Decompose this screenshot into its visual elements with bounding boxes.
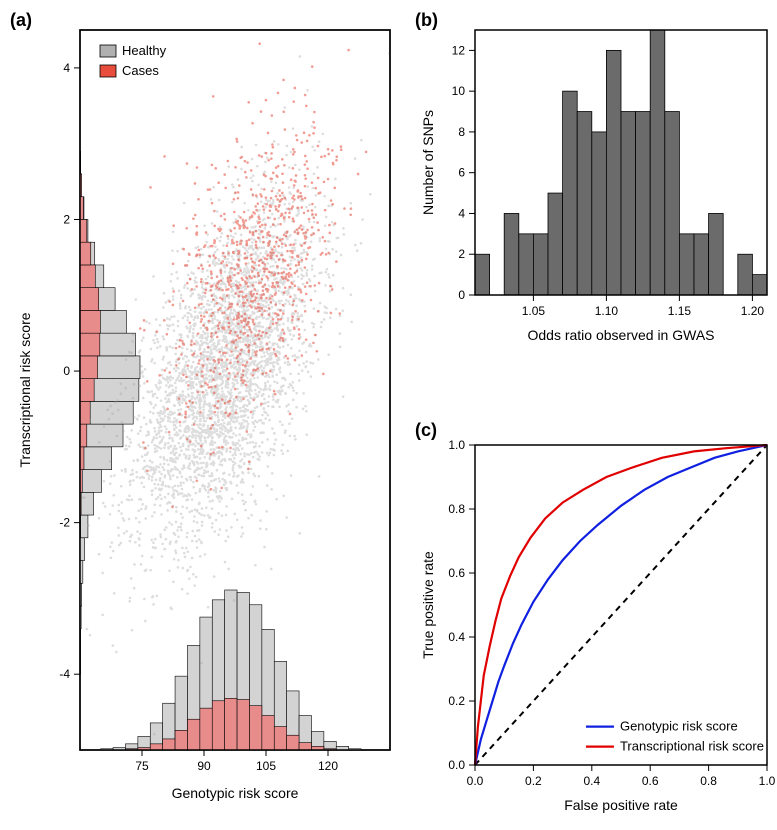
svg-text:75: 75 (135, 759, 149, 773)
svg-text:1.15: 1.15 (668, 304, 692, 318)
svg-text:1.0: 1.0 (448, 438, 465, 452)
svg-text:1.0: 1.0 (759, 774, 776, 788)
svg-text:0.2: 0.2 (525, 774, 542, 788)
figure-grid: (a) 7590105120-4-2024Genotypic risk scor… (10, 10, 777, 820)
svg-text:2: 2 (458, 247, 465, 261)
svg-text:False positive rate: False positive rate (564, 797, 678, 813)
svg-text:4: 4 (458, 206, 465, 220)
svg-text:4: 4 (63, 61, 70, 75)
svg-text:0: 0 (458, 288, 465, 302)
svg-text:1.05: 1.05 (522, 304, 546, 318)
svg-text:0.6: 0.6 (448, 566, 465, 580)
svg-text:Genotypic risk score: Genotypic risk score (172, 785, 299, 801)
svg-text:0.0: 0.0 (448, 758, 465, 772)
svg-text:120: 120 (318, 759, 338, 773)
panel-c-svg: 0.0 0.2 0.4 0.6 0.8 1.0 0.0 0.2 0.4 0.6 0.8 1.0 Fals… (415, 420, 777, 820)
panel-a: (a) 75 90 105 120 -4 -2 0 2 4 Genotypic risk scor… (10, 10, 405, 820)
svg-text:0.8: 0.8 (700, 774, 717, 788)
svg-text:105: 105 (256, 759, 276, 773)
svg-text:Odds ratio observed in GWAS: Odds ratio observed in GWAS (527, 327, 714, 343)
svg-text:0.8: 0.8 (448, 502, 465, 516)
svg-text:0.6: 0.6 (642, 774, 659, 788)
panel-b-svg: 1.05 1.10 1.15 1.20 0 2 4 6 8 10 12 Odds ratio obse… (415, 10, 777, 350)
svg-text:Genotypic risk score: Genotypic risk score (620, 719, 738, 734)
svg-text:90: 90 (197, 759, 211, 773)
panel-a-label: (a) (10, 10, 32, 31)
svg-text:Transcriptional risk score: Transcriptional risk score (620, 739, 764, 754)
svg-text:True positive rate: True positive rate (420, 551, 436, 659)
svg-text:-2: -2 (59, 516, 70, 530)
svg-text:1.10: 1.10 (595, 304, 619, 318)
svg-text:Transcriptional risk score: Transcriptional risk score (17, 312, 33, 467)
svg-text:0.4: 0.4 (583, 774, 600, 788)
svg-text:6: 6 (458, 166, 465, 180)
panel-c: (c) 0.0 0.2 0.4 0.6 0.8 1.0 0.0 0.2 0.4 0.6 0.8 1.0… (415, 420, 777, 820)
svg-text:10: 10 (452, 84, 466, 98)
panel-c-label: (c) (415, 420, 437, 441)
svg-text:1.20: 1.20 (741, 304, 765, 318)
panel-b-label: (b) (415, 10, 438, 31)
svg-text:-4: -4 (59, 667, 70, 681)
panel-a-svg: 75 90 105 120 -4 -2 0 2 4 Genotypic risk score Tra… (10, 10, 405, 810)
svg-text:2: 2 (63, 212, 70, 226)
svg-text:Number of SNPs: Number of SNPs (420, 110, 436, 215)
svg-text:Healthy: Healthy (122, 43, 167, 58)
svg-text:8: 8 (458, 125, 465, 139)
svg-text:0.4: 0.4 (448, 630, 465, 644)
svg-text:Cases: Cases (122, 63, 159, 78)
svg-text:0: 0 (63, 364, 70, 378)
panel-b: (b) 1.05 1.10 1.15 1.20 0 2 4 6 8 10 12 Odds ratio … (415, 10, 777, 410)
svg-text:12: 12 (452, 43, 466, 57)
svg-text:0.0: 0.0 (467, 774, 484, 788)
svg-text:0.2: 0.2 (448, 694, 465, 708)
